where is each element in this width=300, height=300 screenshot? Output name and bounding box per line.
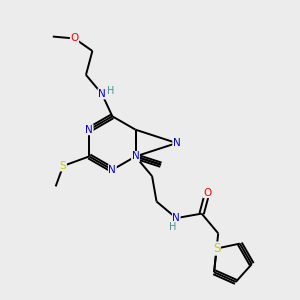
Text: S: S [60,161,66,171]
Text: N: N [172,213,180,223]
Text: S: S [213,242,220,255]
Text: N: N [132,152,140,161]
Text: N: N [173,138,181,148]
Text: O: O [203,188,212,198]
Text: H: H [107,86,115,96]
Text: H: H [169,222,176,232]
Text: N: N [85,125,93,135]
Text: N: N [109,165,116,175]
Text: O: O [70,34,79,44]
Text: N: N [98,89,106,99]
